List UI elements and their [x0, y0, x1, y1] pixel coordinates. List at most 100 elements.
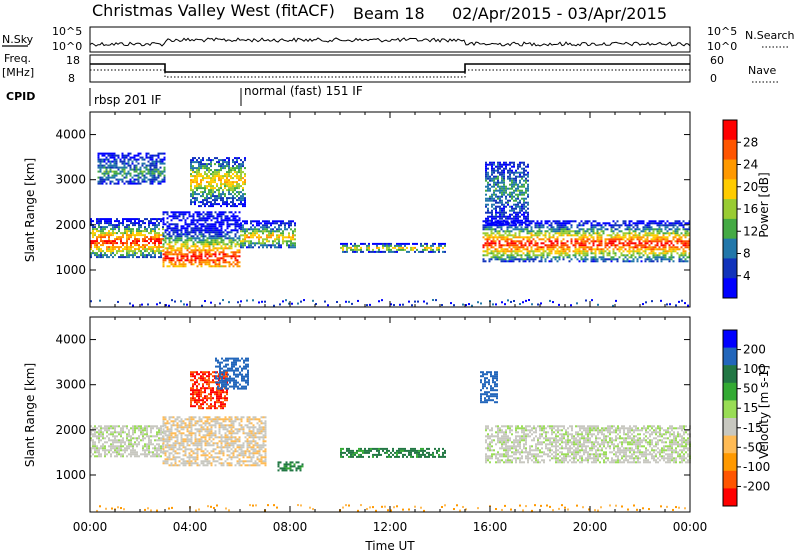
scatter-cell	[390, 250, 392, 253]
scatter-cell	[158, 445, 160, 448]
scatter-cell	[228, 159, 230, 162]
scatter-cell	[504, 238, 507, 241]
scatter-cell	[184, 243, 187, 246]
scatter-cell	[90, 455, 92, 458]
scatter-cell	[574, 238, 577, 241]
scatter-cell	[242, 242, 244, 245]
scatter-cell	[108, 425, 110, 428]
scatter-cell	[172, 231, 175, 234]
scatter-cell	[508, 234, 511, 237]
scatter-cell	[194, 259, 197, 262]
scatter-cell	[230, 229, 233, 232]
scatter-cell	[220, 239, 223, 242]
scatter-cell	[196, 177, 198, 180]
scatter-cell	[160, 451, 162, 454]
scatter-cell	[242, 220, 244, 223]
scatter-cell	[206, 203, 208, 206]
scatter-cell	[500, 238, 503, 241]
scatter-cell	[646, 222, 649, 225]
scatter-cell	[164, 458, 167, 461]
scatter-cell	[424, 242, 426, 245]
scatter-cell	[208, 261, 211, 264]
scatter-cell	[97, 156, 100, 159]
scatter-cell	[624, 232, 627, 235]
scatter-cell	[194, 161, 196, 164]
scatter-cell	[372, 250, 374, 253]
scatter-cell	[130, 453, 132, 456]
scatter-cell	[576, 234, 579, 237]
scatter-cell	[236, 187, 238, 190]
scatter-cell	[220, 175, 222, 178]
scatter-cell	[525, 219, 527, 222]
scatter-cell	[644, 238, 647, 241]
scatter-cell	[238, 203, 240, 206]
scatter-cell	[128, 224, 130, 227]
scatter-cell	[226, 255, 229, 258]
scatter-cell	[600, 240, 603, 243]
scatter-cell	[258, 246, 260, 249]
scatter-cell	[226, 217, 229, 220]
scatter-cell	[526, 230, 529, 233]
scatter-cell	[546, 248, 549, 251]
scatter-cell	[544, 236, 547, 239]
scatter-cell	[604, 242, 607, 245]
scatter-cell	[497, 163, 499, 166]
scatter-cell	[624, 234, 627, 237]
scatter-cell	[178, 426, 181, 429]
scatter-cell	[164, 444, 167, 447]
scatter-cell	[676, 234, 679, 237]
scatter-cell	[236, 181, 238, 184]
scatter-cell	[254, 226, 256, 229]
scatter-cell	[256, 236, 258, 239]
scatter-cell	[505, 165, 507, 168]
scatter-cell	[180, 239, 183, 242]
scatter-cell	[198, 163, 200, 166]
scatter-cell	[210, 241, 213, 244]
scatter-cell	[504, 244, 507, 247]
scatter-cell	[160, 433, 162, 436]
scatter-cell	[178, 416, 181, 419]
scatter-cell	[216, 195, 218, 198]
scatter-cell	[491, 177, 493, 180]
scatter-cell	[521, 175, 523, 178]
scatter-cell	[180, 265, 183, 268]
scatter-cell	[138, 250, 140, 253]
scatter-cell	[662, 250, 665, 253]
scatter-cell	[668, 232, 671, 235]
scatter-cell	[686, 240, 689, 243]
scatter-cell	[517, 201, 519, 204]
scatter-cell	[149, 154, 152, 157]
scatter-cell	[495, 201, 497, 204]
scatter-cell	[106, 240, 108, 243]
scatter-cell	[622, 238, 625, 241]
scatter-cell	[234, 251, 237, 254]
scatter-cell	[220, 213, 223, 216]
scatter-cell	[152, 447, 154, 450]
scatter-cell	[564, 252, 567, 255]
scatter-cell	[214, 265, 217, 268]
scatter-cell	[174, 237, 177, 240]
scatter-cell	[498, 236, 501, 239]
scatter-cell	[485, 189, 487, 192]
scatter-cell	[620, 236, 623, 239]
scatter-cell	[495, 207, 497, 210]
scatter-cell	[501, 171, 503, 174]
scatter-cell	[96, 445, 98, 448]
scatter-cell	[198, 259, 201, 262]
scatter-cell	[200, 251, 203, 254]
scatter-cell	[162, 235, 165, 238]
scatter-cell	[500, 248, 503, 251]
scatter-cell	[190, 173, 192, 176]
scatter-cell	[170, 444, 173, 447]
scatter-cell	[178, 247, 181, 250]
scatter-cell	[544, 234, 547, 237]
scatter-cell	[519, 185, 521, 188]
scatter-cell	[134, 234, 136, 237]
scatter-cell	[660, 220, 663, 223]
scatter-cell	[622, 244, 625, 247]
scatter-cell	[482, 260, 485, 263]
scatter-cell	[110, 455, 112, 458]
scatter-cell	[491, 217, 493, 220]
scatter-cell	[110, 433, 112, 436]
scatter-cell	[103, 172, 106, 175]
